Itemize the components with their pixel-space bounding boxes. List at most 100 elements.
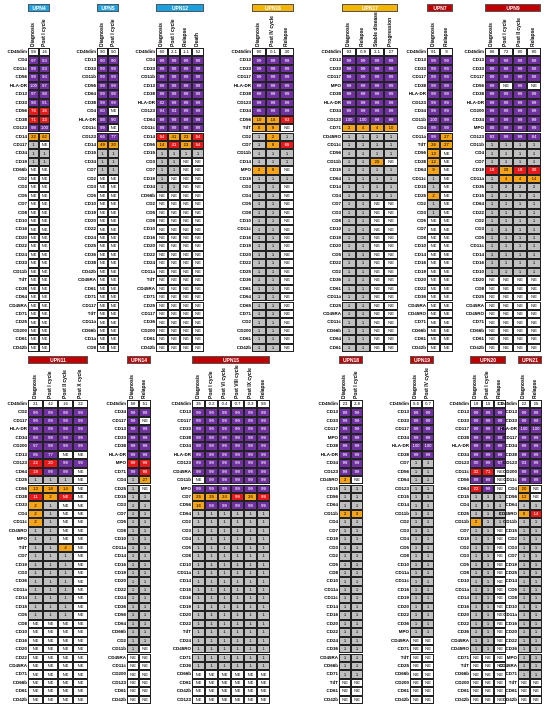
expression-cell: NE (280, 242, 294, 251)
expression-cell: 1 (422, 569, 434, 578)
expression-cell: 1 (384, 166, 398, 175)
marker-label: CD2 (459, 544, 469, 550)
marker-label: CD34 (114, 409, 126, 415)
expression-cell: 1 (139, 560, 151, 569)
marker-label: CD25 (505, 570, 517, 575)
expression-cell: 1 (97, 149, 108, 158)
expression-cell: 99 (422, 416, 434, 426)
expression-cell: NE (482, 695, 494, 705)
expression-cell: NE (39, 225, 50, 234)
expression-cell: NE (108, 124, 119, 133)
marker-label: CD45RA (322, 310, 341, 316)
expression-cell: 1 (266, 225, 280, 234)
marker-label: CD56 (143, 141, 155, 147)
expression-cell: NE (192, 309, 204, 319)
expression-cell: NE (39, 166, 50, 175)
expression-cell: 97 (494, 459, 506, 468)
marker-label: CD5 (416, 218, 426, 223)
expression-cell: 1 (530, 569, 542, 578)
expression-cell: 1 (28, 569, 43, 578)
expression-cell: NE (257, 695, 270, 705)
expression-cell: 99 (427, 81, 440, 91)
expression-cell: NE (168, 335, 180, 344)
expression-cell: NE (485, 309, 499, 319)
marker-label: CD64 (326, 502, 338, 508)
expression-cell: 99 (494, 408, 506, 417)
expression-cell: 1 (39, 149, 50, 158)
expression-cell: 1 (351, 645, 363, 654)
expression-cell: NE (180, 335, 192, 344)
expression-cell: 1 (342, 301, 356, 310)
expression-cell: NE (351, 687, 363, 696)
expression-cell: NE (58, 645, 73, 654)
marker-label: CD36 (457, 629, 469, 635)
expression-cell: NE (440, 183, 453, 192)
marker-label: CD11b (140, 74, 155, 80)
expression-cell: NE (127, 670, 139, 679)
expression-cell: 1 (356, 318, 370, 327)
expression-cell: 99 (97, 124, 108, 133)
expression-cell: 1 (339, 577, 351, 586)
marker-label: CD45RA (407, 302, 426, 308)
expression-cell: 99 (168, 124, 180, 133)
expression-cell: 1 (518, 560, 530, 569)
percentage-cell: 22 (518, 400, 530, 409)
expression-cell: 99 (440, 98, 453, 108)
expression-cell: 71 (482, 467, 494, 477)
marker-label: CD3 (328, 544, 338, 550)
marker-label: CD56 (472, 82, 484, 88)
expression-cell: 1 (192, 653, 205, 662)
marker-label: CD11c (327, 319, 341, 325)
expression-cell: 90 (470, 459, 482, 468)
percentage-cell: 52 (192, 48, 204, 57)
marker-label: CD33 (505, 417, 517, 423)
patient-id-badge: UPN4 (28, 4, 50, 12)
marker-label: CD42b (394, 696, 409, 702)
marker-label: CD200 (12, 327, 27, 333)
marker-label: CD16 (179, 595, 191, 601)
marker-label: CD33 (84, 65, 96, 71)
expression-cell: NE (422, 636, 434, 646)
expression-cell: NE (180, 217, 192, 226)
expression-cell: 1 (231, 661, 244, 671)
marker-label: CD11b (12, 268, 27, 274)
marker-label: CD16 (143, 234, 155, 240)
expression-cell: NE (440, 191, 453, 201)
expression-cell: NE (28, 217, 39, 226)
expression-cell: 99 (192, 115, 204, 125)
expression-cell: 1 (43, 560, 58, 569)
expression-cell: 99 (513, 124, 527, 133)
expression-cell: 1 (127, 552, 139, 561)
expression-cell: 1 (342, 250, 356, 260)
expression-cell: NE (97, 343, 108, 353)
expression-cell: 1 (205, 645, 218, 654)
expression-cell: NE (28, 200, 39, 209)
marker-label: CD24 (114, 595, 126, 601)
expression-cell: 1 (410, 611, 422, 620)
marker-label: CD7 (241, 141, 251, 147)
expression-cell: 1 (356, 309, 370, 319)
expression-cell: NE (494, 569, 506, 578)
expression-cell: NE (192, 174, 204, 184)
expression-cell: 1 (422, 628, 434, 637)
marker-label: CD38 (143, 91, 155, 97)
expression-cell: 1 (482, 501, 494, 510)
expression-cell: 99 (280, 81, 294, 91)
expression-cell: 99 (422, 450, 434, 460)
expression-cell: 1 (470, 552, 482, 561)
expression-cell: NE (485, 326, 499, 336)
expression-cell: NE (218, 695, 231, 705)
patient-id-badge: UPN21 (518, 356, 542, 364)
marker-label: CD5 (474, 234, 484, 240)
expression-cell: 1 (218, 577, 231, 586)
expression-cell: 1 (266, 250, 280, 260)
expression-cell: NE (370, 233, 384, 243)
marker-label: CD8 (17, 620, 27, 626)
expression-cell: 1 (127, 560, 139, 569)
marker-label: HLA-DR (499, 426, 517, 432)
expression-cell: 99 (139, 408, 151, 417)
expression-cell: 1 (168, 157, 180, 167)
expression-cell: 1 (422, 467, 434, 477)
marker-label: CD11b (81, 74, 96, 80)
expression-cell: 25 (192, 492, 205, 502)
